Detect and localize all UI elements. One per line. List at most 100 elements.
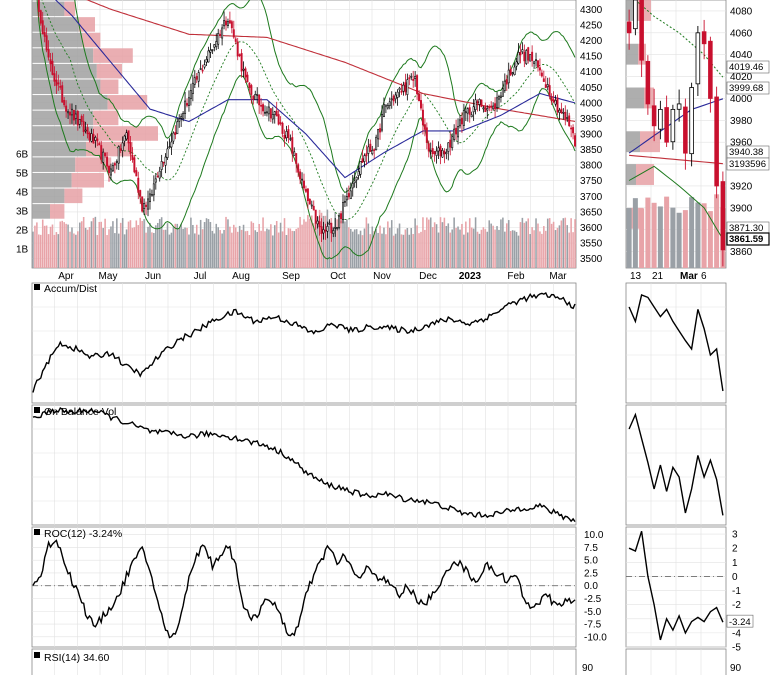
zoom-candle-body: [708, 40, 713, 99]
roc-zoom-value-text: -3.24: [729, 617, 751, 628]
candle-body: [373, 149, 376, 151]
zoom-x-tick-label: 21: [652, 271, 664, 282]
candle-body: [199, 68, 202, 70]
volume-bar: [92, 217, 95, 268]
roc-y-tick-label: -2.5: [584, 594, 602, 605]
zoom-volume-bar: [707, 211, 713, 268]
volume-bar: [104, 218, 106, 268]
zoom-x-tick-label: 6: [701, 271, 707, 282]
volume-bar: [273, 225, 276, 268]
volume-bar: [568, 232, 570, 268]
candle-body: [72, 109, 75, 121]
candle-body: [273, 111, 276, 116]
candle-body: [168, 146, 171, 149]
volume-bar: [272, 235, 274, 268]
candle-body: [158, 170, 161, 179]
volume-bar: [552, 221, 555, 268]
vbp-bar-down: [78, 17, 95, 32]
volume-bar: [463, 234, 465, 268]
candle-body: [423, 124, 426, 130]
volume-bar: [49, 226, 52, 268]
candle-body: [39, 10, 42, 24]
candle-body: [334, 226, 337, 229]
volume-bar: [357, 234, 360, 268]
candle-body: [499, 95, 502, 98]
zoom-y-tick-label: 4060: [730, 28, 753, 39]
volume-bar: [437, 232, 440, 268]
volume-bar: [513, 230, 516, 268]
volume-bar: [550, 223, 553, 268]
volume-bar: [416, 225, 418, 268]
volume-bar: [201, 229, 204, 268]
zoom-volume-bar: [645, 197, 651, 268]
candle-body: [145, 204, 148, 207]
candle-body: [147, 198, 149, 210]
candle-body: [277, 114, 280, 125]
volume-bar: [433, 222, 436, 268]
candle-body: [133, 157, 136, 173]
candle-body: [228, 20, 231, 24]
volume-bar: [275, 221, 278, 268]
volume-bar: [34, 225, 36, 268]
price-x-tick-label: Aug: [232, 271, 250, 282]
volume-bar: [336, 219, 338, 268]
zoom-price-y-axis: 3860388039003920394039603980400040204040…: [730, 6, 753, 258]
candle-body: [570, 127, 573, 130]
volume-bar: [544, 230, 547, 268]
volume-bar: [59, 221, 62, 268]
candle-body: [404, 82, 407, 93]
volume-bar: [408, 234, 411, 268]
candle-body: [285, 131, 288, 139]
candle-body: [170, 141, 173, 148]
candle-body: [121, 142, 124, 151]
volume-bar: [476, 231, 479, 268]
volume-bar: [188, 234, 190, 268]
sma-long-line: [86, 0, 576, 122]
candle-body: [111, 165, 114, 172]
volume-bar: [490, 223, 492, 268]
candle-body: [297, 164, 300, 173]
vbp-bar-up: [32, 63, 97, 79]
volume-bar: [410, 228, 413, 268]
volume-bar: [281, 231, 284, 268]
volume-bar: [143, 219, 145, 268]
price-x-tick-label: May: [99, 271, 118, 282]
candle-body: [232, 29, 235, 38]
candle-body: [109, 168, 112, 176]
candle-body: [406, 79, 409, 95]
candle-body: [544, 84, 547, 88]
volume-bar: [39, 234, 42, 268]
volume-bar: [498, 229, 500, 268]
roc-zoom-panel: -5 -4 -2 -1 0 1 2 3 -3.24: [625, 526, 754, 654]
candle-body: [560, 108, 563, 114]
candle-body: [386, 105, 389, 109]
zoom-candle-body: [689, 87, 694, 155]
zoom-x-tick-label: Mar: [680, 271, 698, 282]
volume-bar: [457, 226, 459, 268]
price-candles: [37, 0, 577, 243]
volume-bar: [139, 217, 141, 268]
volume-bar: [375, 228, 377, 268]
candle-body: [55, 79, 58, 86]
candle-body: [152, 183, 155, 196]
candle-body: [540, 72, 543, 77]
candle-body: [349, 190, 352, 200]
candle-body: [468, 107, 471, 115]
volume-bar: [474, 217, 477, 268]
volume-bar: [468, 218, 471, 268]
candle-body: [314, 209, 317, 224]
volume-bar: [110, 226, 112, 268]
candle-body: [505, 79, 508, 85]
candle-body: [279, 122, 282, 124]
candle-body: [433, 151, 436, 155]
rsi-zoom-grid: [650, 649, 702, 675]
candle-body: [324, 229, 327, 232]
candle-body: [513, 66, 516, 76]
volume-bar: [250, 221, 253, 268]
volume-bar: [548, 218, 551, 268]
candle-body: [254, 94, 257, 100]
candle-body: [291, 137, 294, 154]
candle-body: [416, 75, 419, 95]
volume-tick-label: 5B: [16, 169, 29, 180]
candle-body: [242, 68, 245, 71]
